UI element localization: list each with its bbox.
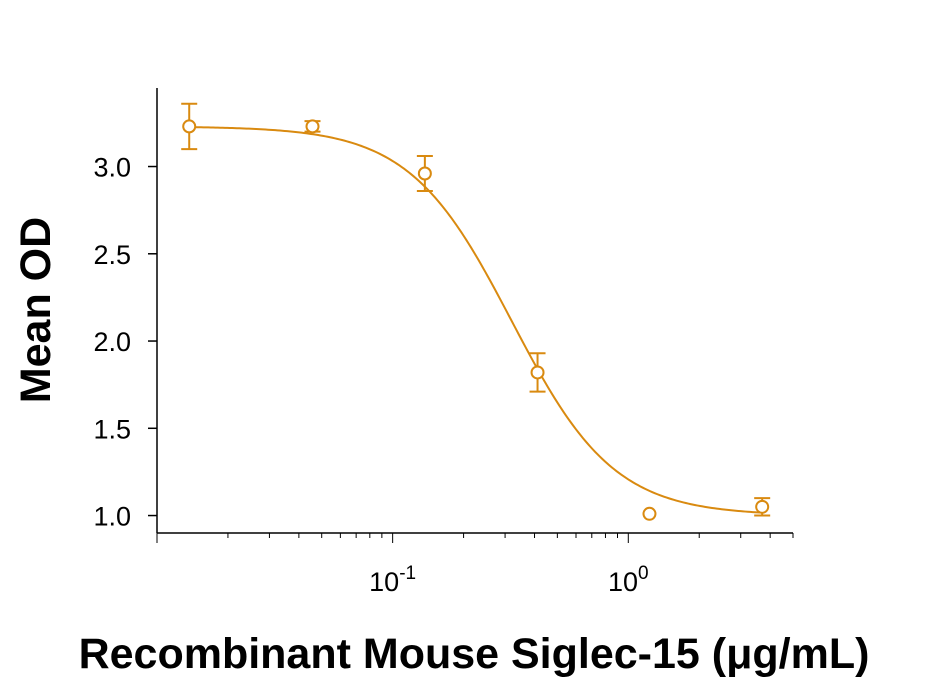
point-marker — [530, 365, 545, 380]
y-ticks: 1.0 1.5 2.0 2.5 3.0 — [93, 153, 157, 532]
x-axis-title: Recombinant Mouse Siglec-15 (μg/mL) — [79, 630, 870, 678]
y-tick-label: 2.5 — [93, 240, 131, 270]
x-tick-label-base: 10 — [369, 567, 399, 597]
point-marker — [182, 119, 197, 134]
point-marker — [642, 506, 657, 521]
point-marker — [417, 166, 432, 181]
data-point — [642, 506, 657, 521]
axes — [156, 88, 793, 534]
x-tick-label-base: 10 — [608, 567, 638, 597]
x-tick-label-exponent: 0 — [638, 563, 649, 584]
x-ticks: 10-1 100 — [156, 533, 794, 597]
y-tick-label: 1.5 — [93, 414, 131, 444]
x-tick-label: 10-1 — [369, 563, 416, 597]
data-point — [416, 155, 433, 192]
data-points-layer — [181, 102, 771, 521]
y-tick-label: 2.0 — [93, 327, 131, 357]
fit-curve — [189, 126, 763, 514]
data-point — [529, 352, 546, 393]
y-axis-title: Mean OD — [12, 217, 60, 403]
data-point — [304, 119, 321, 134]
y-tick-label: 1.0 — [93, 502, 131, 532]
point-marker — [755, 499, 770, 514]
data-point — [754, 497, 771, 517]
x-tick-label-exponent: -1 — [399, 563, 416, 584]
y-tick-label: 3.0 — [93, 153, 131, 183]
data-point — [181, 102, 198, 151]
point-marker — [305, 119, 320, 134]
fit-curve-layer — [189, 126, 763, 514]
x-tick-label: 100 — [608, 563, 649, 597]
